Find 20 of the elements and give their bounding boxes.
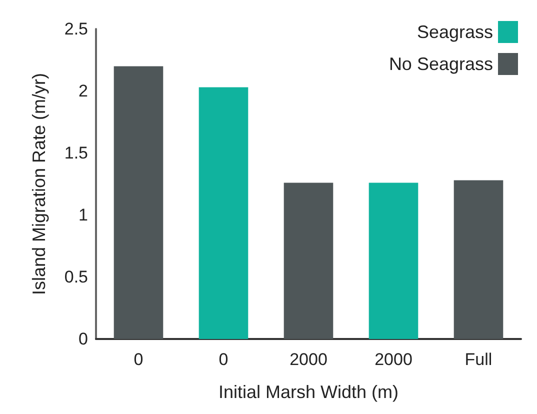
y-tick-label: 2.5 [64, 20, 88, 38]
y-tick-label: 0.5 [64, 268, 88, 286]
y-tick-label: 1 [78, 206, 88, 224]
bar [114, 66, 164, 339]
x-tick-label: 0 [218, 350, 228, 369]
x-tick-label: 0 [134, 350, 144, 369]
bar [198, 87, 248, 339]
legend-label: Seagrass [416, 22, 493, 42]
x-tick-label: 2000 [290, 350, 328, 369]
y-tick-label: 2 [78, 82, 88, 100]
y-axis-title: Island Migration Rate (m/yr) [29, 72, 49, 296]
y-tick-label: 0 [78, 330, 88, 348]
bar [284, 182, 334, 339]
x-tick-label: Full [464, 350, 492, 369]
y-tick-label: 1.5 [64, 144, 88, 162]
bar [454, 180, 504, 339]
x-tick-label: 2000 [374, 350, 412, 369]
x-axis-title: Initial Marsh Width (m) [218, 382, 399, 402]
legend-label: No Seagrass [388, 54, 493, 74]
bar [368, 182, 418, 339]
